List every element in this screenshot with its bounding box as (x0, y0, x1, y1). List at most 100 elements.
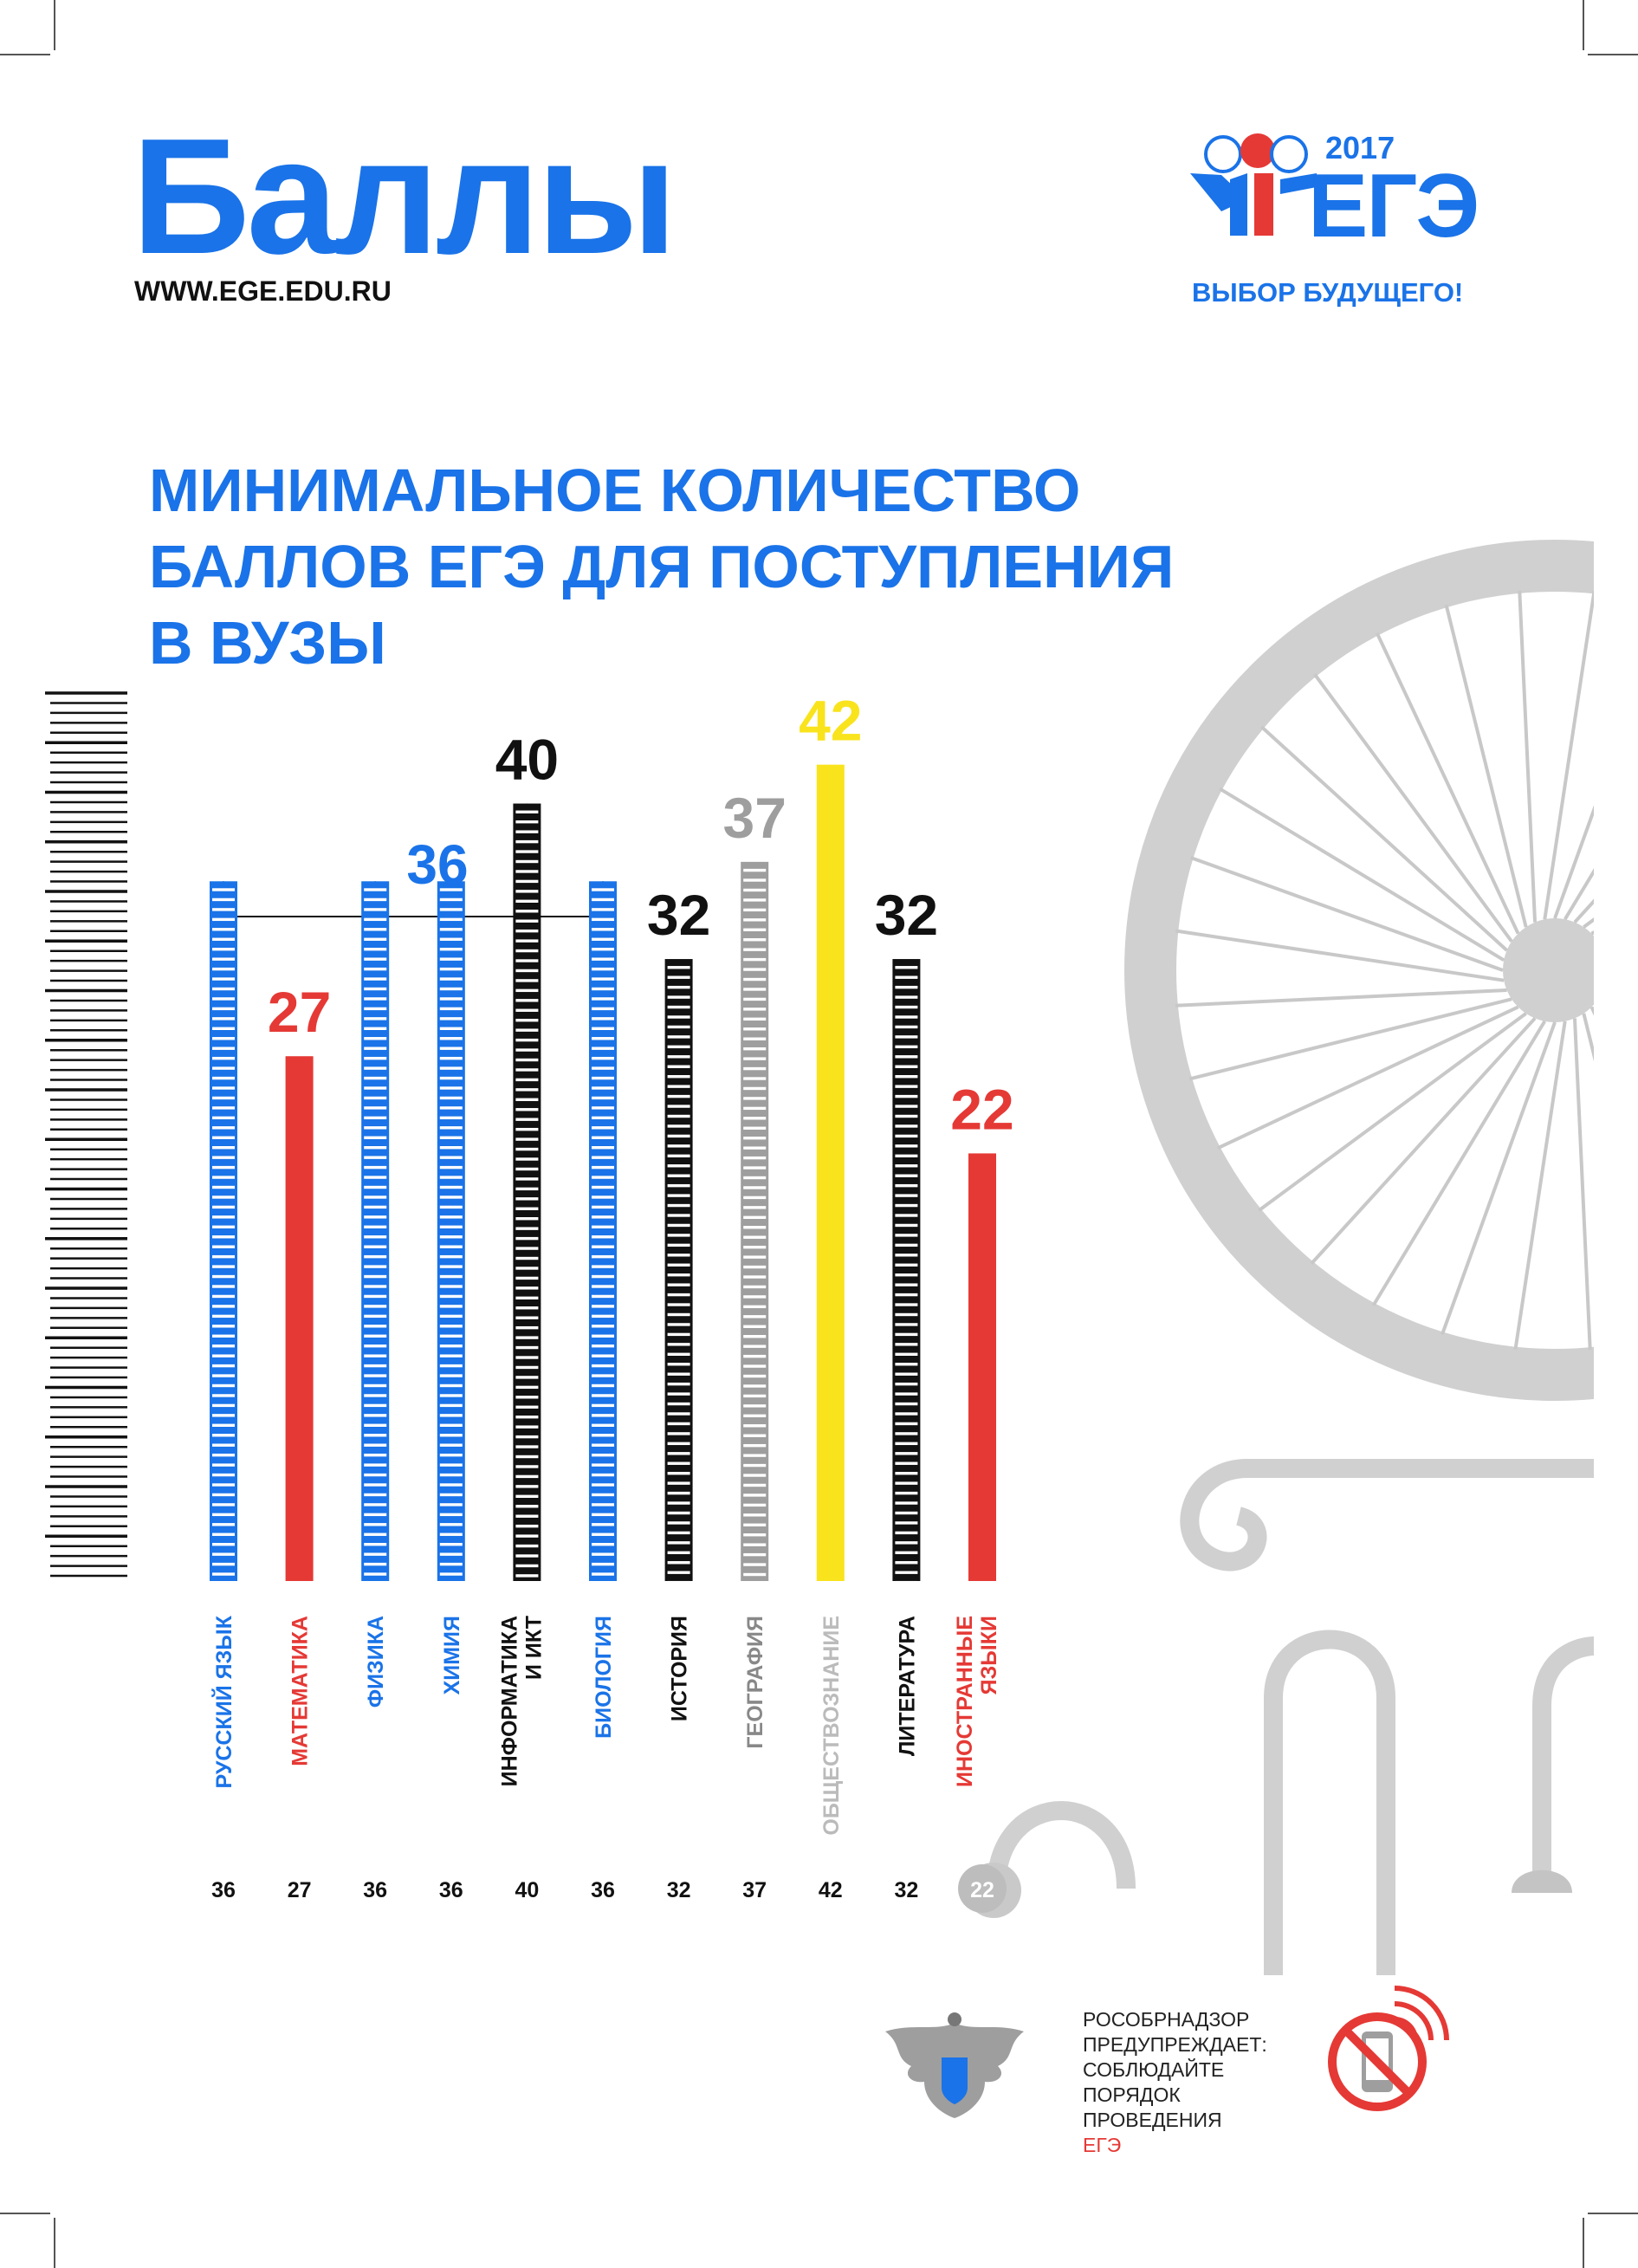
bar-stripe (743, 988, 767, 991)
bar-stripe (212, 1017, 235, 1021)
bar-stripe (364, 1294, 387, 1299)
bar-stripe (667, 1422, 690, 1426)
bar-stripe (439, 977, 463, 981)
bar (285, 1056, 314, 1581)
bar-stripe (364, 1225, 387, 1228)
bar-stripe (667, 995, 690, 999)
bar-stripe (439, 1176, 463, 1179)
bar-stripe (364, 1434, 387, 1437)
bar-stripe (592, 1493, 614, 1497)
bar-stripe (364, 1414, 387, 1417)
bar-stripe (895, 1055, 918, 1059)
bar-stripe (212, 1225, 235, 1228)
bar-stripe (364, 1176, 387, 1179)
bar-stripe (667, 1015, 690, 1019)
bar-stripe (667, 1561, 690, 1565)
bar-stripe (895, 1471, 918, 1475)
bar-stripe (515, 1336, 539, 1339)
bar-stripe (895, 1005, 918, 1009)
bar-stripe (592, 1285, 614, 1288)
bar-stripe (895, 1234, 918, 1237)
warning-line: ПОРЯДОК (1083, 2083, 1181, 2106)
bar-stripe (592, 997, 614, 1001)
bar-stripe (895, 1114, 918, 1118)
bar-stripe (592, 1254, 614, 1259)
bar-stripe (364, 1196, 387, 1199)
bar-stripe (743, 1463, 767, 1468)
bar-stripe (667, 1124, 690, 1128)
wheel-spoke (1375, 632, 1520, 935)
bar-stripe (212, 1245, 235, 1248)
wheel-spoke (1543, 591, 1594, 920)
bar-stripe (364, 1156, 387, 1159)
bar-stripe (743, 1017, 767, 1021)
bar-stripe (895, 1144, 918, 1148)
bar-stripe (743, 1226, 767, 1229)
bar-stripe (515, 1405, 539, 1409)
bar-stripe (592, 1136, 614, 1139)
bar-stripe (667, 1363, 690, 1366)
bar-stripe (895, 1352, 918, 1356)
bar-stripe (364, 928, 387, 931)
bar-stripe (212, 1007, 235, 1011)
bar-stripe (212, 1434, 235, 1437)
bar-stripe (592, 1374, 614, 1377)
bar-stripe (743, 1483, 767, 1487)
bar-stripe (364, 957, 387, 961)
bar-stripe (743, 1235, 767, 1239)
bar-stripe (515, 1019, 539, 1022)
bar-stripe (439, 1165, 463, 1170)
bar-stripe (667, 1303, 690, 1306)
bar-stripe (895, 1452, 918, 1455)
bar-stripe (895, 1432, 918, 1435)
bar-value-label: 27 (268, 980, 331, 1044)
bar-stripe (895, 1481, 918, 1485)
bar (816, 764, 845, 1581)
bar-stripe (212, 1305, 235, 1308)
no-phone-icon (1328, 1986, 1449, 2111)
category-label: РУССКИЙ ЯЗЫК (210, 1615, 236, 1788)
bottom-value-label: 22 (970, 1878, 994, 1902)
bar-stripe (743, 908, 767, 912)
bar-stripe (743, 1305, 767, 1309)
bar-stripe (439, 1196, 463, 1199)
bar-stripe (743, 1572, 767, 1577)
bar-stripe (364, 1027, 387, 1030)
bar-stripe (743, 1414, 767, 1418)
bar-stripe (364, 1354, 387, 1358)
bar-stripe (667, 1471, 690, 1475)
bar-stripe (895, 1412, 918, 1416)
bottom-value-label: 27 (288, 1878, 312, 1902)
bar-stripe (212, 1325, 235, 1328)
bar-stripe (743, 1345, 767, 1348)
bar-stripe (592, 1513, 614, 1517)
bar-stripe (592, 1434, 614, 1437)
bar-stripe (212, 1274, 235, 1279)
bar-stripe (439, 967, 463, 971)
bar-value-label: 37 (722, 786, 786, 850)
wheel-spoke (1572, 1018, 1592, 1351)
category-label-line: ХИМИЯ (440, 1616, 464, 1695)
bar-stripe (439, 1007, 463, 1011)
bar-stripe (212, 908, 235, 911)
bar-stripe (364, 1285, 387, 1288)
bar-stripe (439, 1225, 463, 1228)
bar-stripe (515, 1098, 539, 1102)
bar-stripe (743, 1364, 767, 1368)
wheel-spoke (1216, 1005, 1519, 1150)
bar-stripe (592, 1325, 614, 1328)
crop-mark (1583, 2218, 1584, 2268)
bar-stripe (515, 1227, 539, 1230)
bar-stripe (515, 1325, 539, 1330)
category-label-line: ОБЩЕСТВОЗНАНИЕ (819, 1616, 844, 1836)
crop-mark (54, 2218, 55, 2268)
bar-stripe (212, 1165, 235, 1170)
bar-stripe (592, 1334, 614, 1338)
category-label: ИНФОРМАТИКАИ ИКТ (497, 1616, 546, 1786)
bar-stripe (212, 1354, 235, 1358)
bar-stripe (667, 1144, 690, 1148)
bar-stripe (895, 975, 918, 979)
bar-stripe (895, 1164, 918, 1168)
bar-stripe (364, 1165, 387, 1170)
